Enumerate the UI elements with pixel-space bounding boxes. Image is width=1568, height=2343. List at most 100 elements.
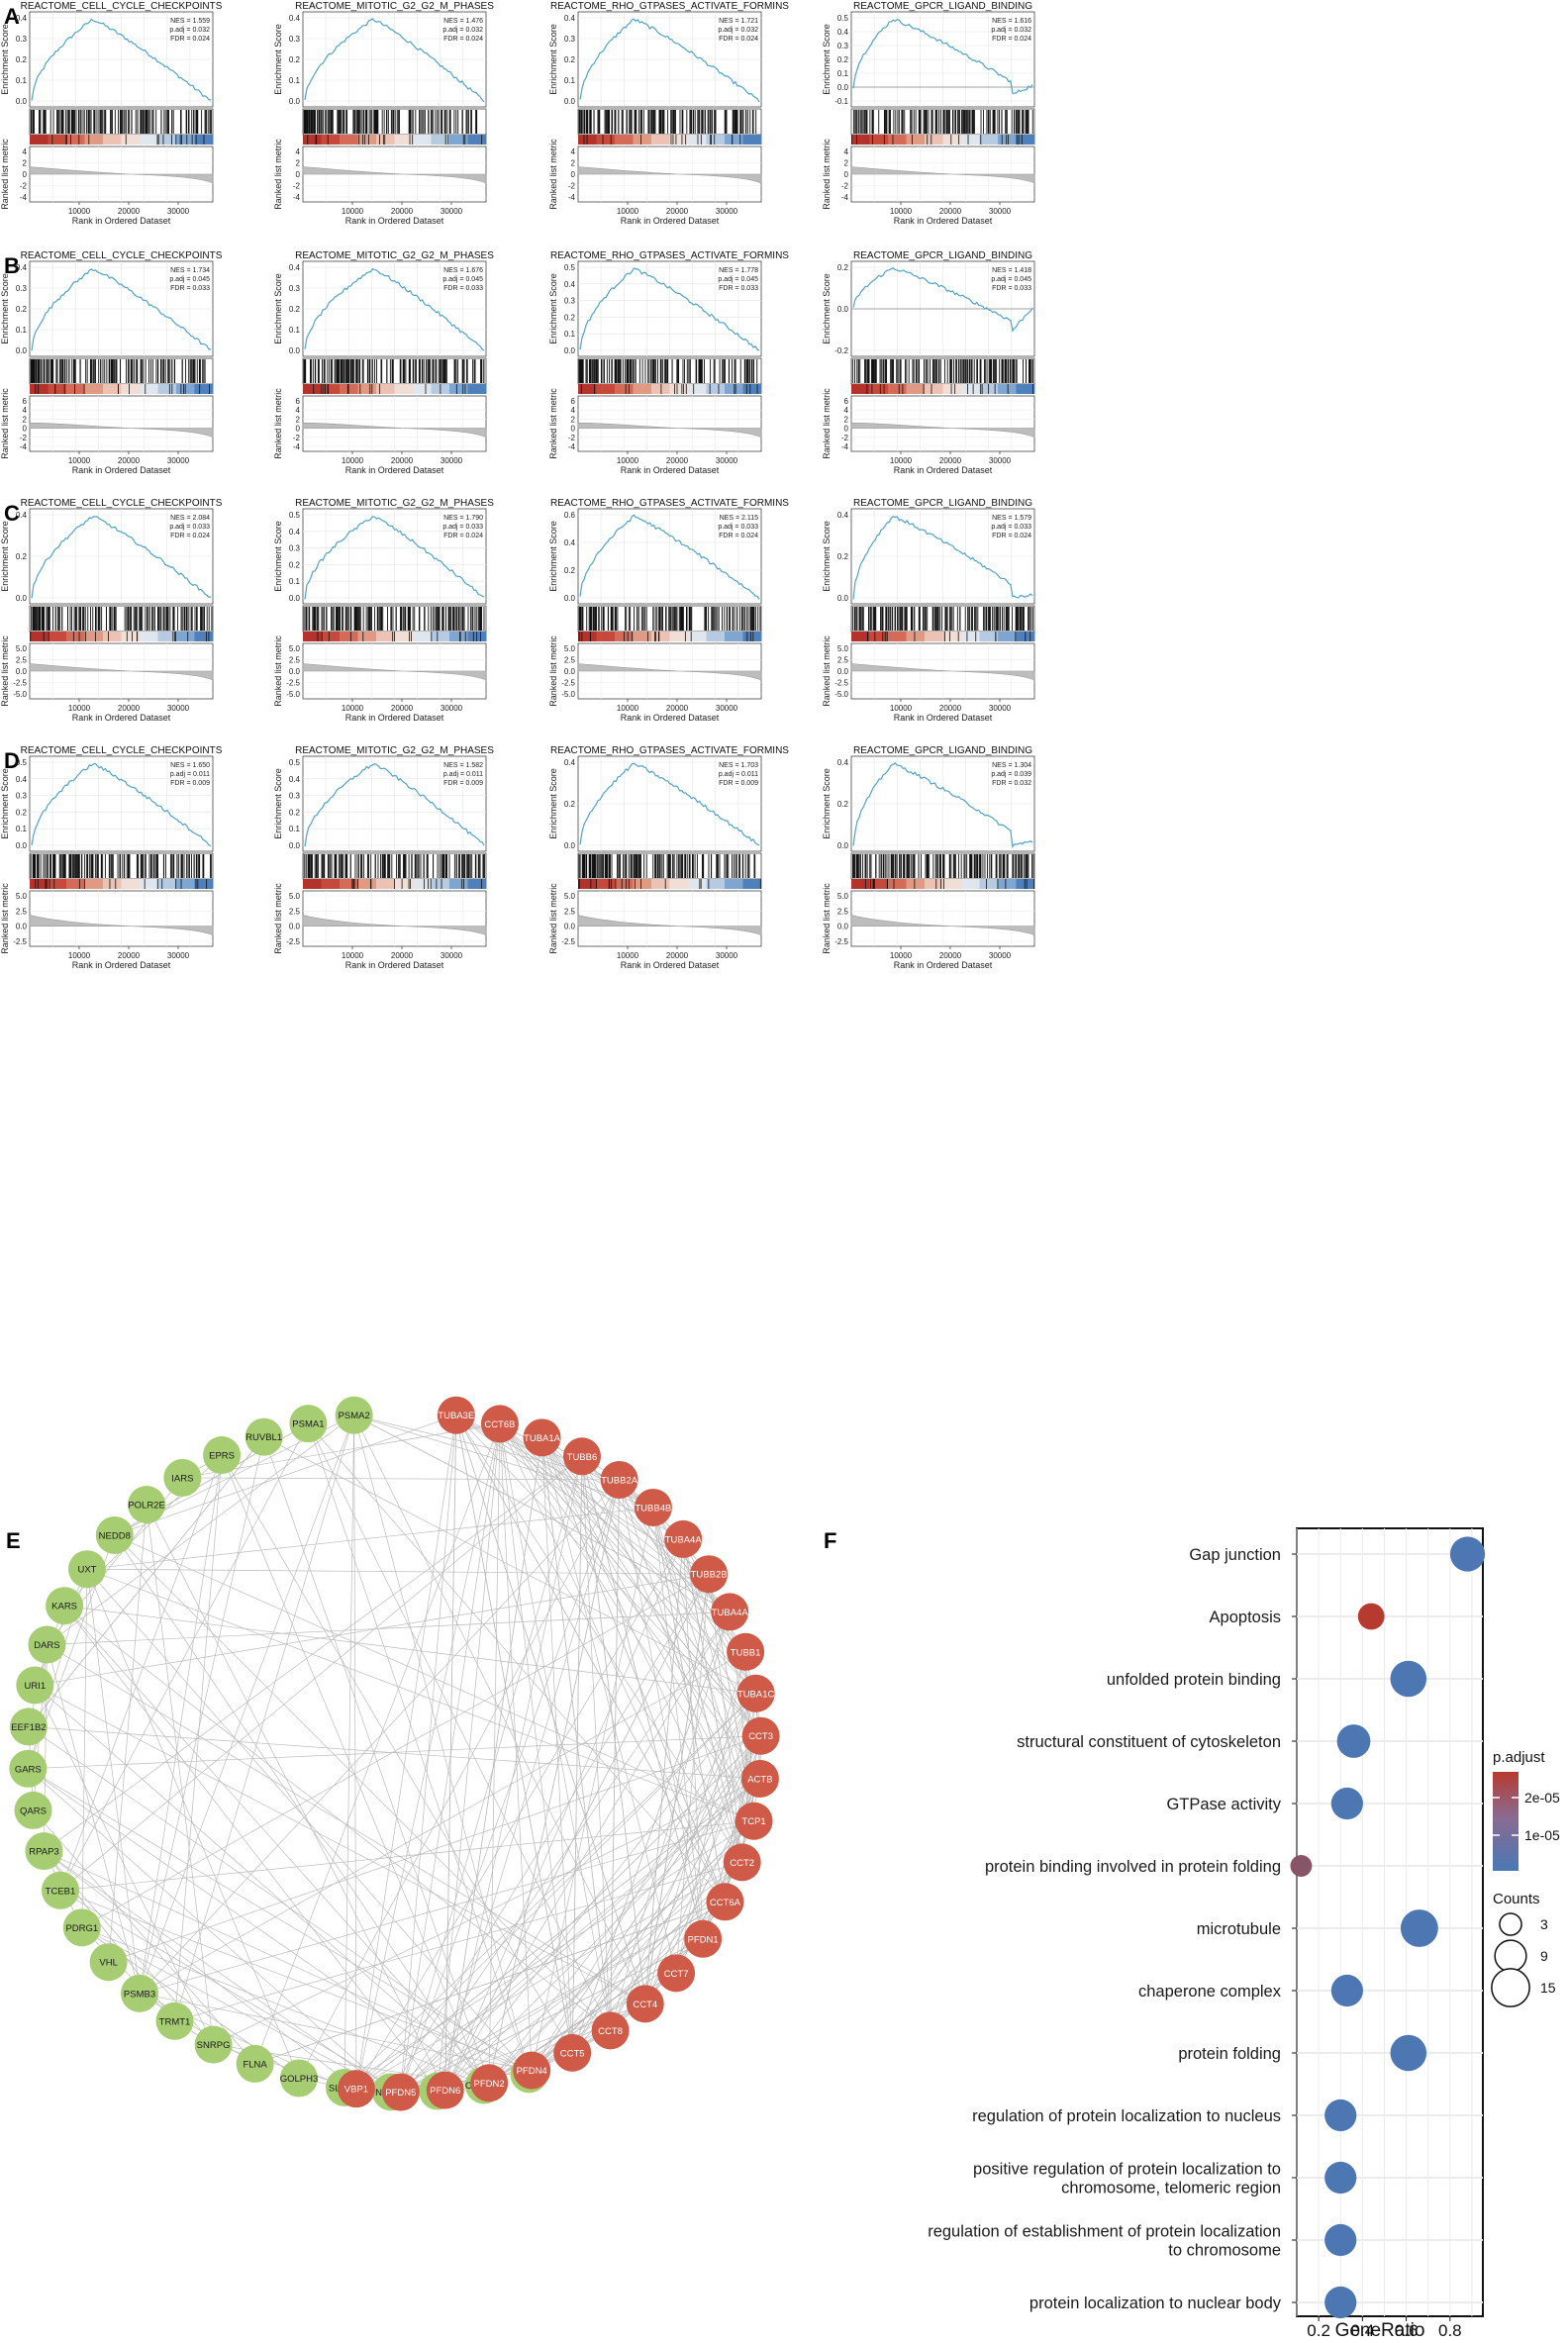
es-axis-label: Enrichment Score: [822, 273, 832, 344]
heat-strip-cell: [303, 135, 322, 145]
network-edge: [531, 2003, 645, 2071]
x-tick-label: 20000: [666, 207, 689, 216]
network-edge: [675, 1651, 746, 1974]
heat-strip-cell: [979, 632, 999, 641]
network-edge: [437, 1423, 501, 2092]
es-tick-label: 0.2: [564, 313, 576, 322]
metric-tick-label: 4: [296, 406, 301, 415]
metric-tick-label: 0.0: [837, 667, 849, 676]
legend-color-tick-label: 2e-05: [1524, 1790, 1560, 1806]
node-circle: [591, 2011, 630, 2050]
metric-area: [29, 663, 214, 681]
metric-axis-label: Ranked list metric: [273, 883, 283, 954]
node-circle: [289, 1405, 328, 1443]
network-node-green: RPAP3: [25, 1832, 63, 1871]
heat-strip-cell: [742, 632, 762, 641]
network-edge: [63, 1606, 439, 2092]
es-tick-label: 0.2: [564, 566, 576, 575]
metric-tick-label: -2: [293, 182, 301, 191]
metric-tick-label: 2: [23, 415, 28, 424]
x-axis-label: Rank in Ordered Dataset: [894, 465, 993, 475]
network-edge: [444, 1456, 583, 2091]
es-tick-label: 0.0: [837, 841, 849, 850]
network-edge: [139, 1454, 223, 1994]
heat-strip-cell: [449, 879, 468, 889]
node-circle: [706, 1883, 744, 1921]
network-edge: [499, 1423, 746, 1653]
network-node-red: VBP1: [337, 2070, 375, 2108]
x-tick-label: 10000: [890, 704, 913, 713]
heat-strip-cell: [157, 384, 177, 394]
network-edge: [139, 1820, 754, 1995]
es-stat-text: p.adj = 0.045: [442, 276, 483, 283]
node-circle: [245, 1417, 283, 1456]
node-label: ACTB: [747, 1774, 772, 1785]
metric-tick-label: 0: [296, 425, 301, 434]
gsea-plot-d-1: REACTOME_CELL_CYCLE_CHECKPOINTS 0.5 0.4 0.3…: [0, 745, 223, 970]
metric-area: [577, 166, 762, 184]
gsea-title: REACTOME_RHO_GTPASES_ACTIVATE_FORMINS: [550, 498, 789, 509]
metric-tick-label: -5.0: [561, 690, 575, 699]
es-axis-label: Enrichment Score: [822, 24, 832, 95]
network-edge: [254, 1901, 726, 2065]
network-edge: [488, 1735, 761, 2084]
heat-strip-cell: [669, 384, 689, 394]
network-node-red: TUBA3E: [437, 1396, 475, 1434]
heat-strip-cell: [140, 632, 158, 641]
es-stat-text: FDR = 0.024: [170, 36, 210, 43]
node-circle: [740, 1759, 779, 1798]
es-tick-label: 0.0: [16, 594, 28, 603]
network-node-red: CCT2: [723, 1843, 761, 1882]
es-tick-label: 0.4: [289, 775, 301, 784]
es-tick-label: 0.0: [16, 841, 28, 850]
node-circle: [723, 1843, 761, 1882]
heat-strip-cell: [578, 879, 597, 889]
network-edge: [81, 1569, 88, 1928]
network-edge: [114, 1415, 456, 1536]
es-axis-label: Enrichment Score: [548, 24, 558, 95]
heat-strip-cell: [340, 135, 358, 145]
heat-strip-cell: [84, 879, 104, 889]
network-edge: [531, 1693, 756, 2071]
metric-tick-label: 0.0: [16, 667, 28, 676]
heat-strip-cell: [742, 384, 762, 394]
network-edge: [702, 1820, 754, 1939]
dotplot-category-label: regulation of protein localization to nu…: [972, 2107, 1281, 2125]
metric-tick-label: -5.0: [13, 690, 27, 699]
network-node-green: NEDD8: [95, 1515, 134, 1554]
es-tick-label: 0.1: [289, 76, 301, 85]
heat-strip-cell: [961, 879, 980, 889]
network-edge: [298, 1479, 620, 2079]
metric-tick-label: -2.5: [561, 937, 575, 946]
network-edge: [499, 1423, 611, 2031]
es-stat-text: NES = 1.476: [443, 18, 483, 25]
metric-tick-label: 4: [844, 406, 849, 415]
metric-tick-label: 4: [571, 147, 576, 156]
network-edge: [581, 1456, 646, 2004]
heat-strip-cell: [596, 135, 616, 145]
metric-area: [29, 422, 214, 439]
node-label: PFDN5: [385, 2088, 416, 2099]
metric-tick-label: 2: [571, 415, 576, 424]
heat-strip-cell: [303, 384, 322, 394]
network-node-green: PSMA2: [335, 1396, 373, 1434]
metric-tick-label: 2.5: [289, 907, 301, 916]
heat-strip-cell: [906, 135, 926, 145]
node-label: TUBA3E: [438, 1411, 474, 1421]
node-label: TUBB1: [731, 1647, 761, 1658]
dotplot-category-label: regulation of establishment of protein l…: [928, 2223, 1281, 2241]
metric-tick-label: 2.5: [289, 656, 301, 665]
heat-strip-cell: [1016, 384, 1035, 394]
network-node-red: CCT3: [741, 1716, 780, 1755]
metric-tick-label: 5.0: [289, 644, 301, 653]
metric-tick-label: 6: [844, 397, 849, 406]
heat-strip-cell: [961, 384, 980, 394]
gsea-plot-c-2: REACTOME_MITOTIC_G2_G2_M_PHASES 0.5 0.4 0.3…: [273, 498, 494, 723]
network-edge: [59, 1820, 754, 1892]
gsea-plot-c-4: REACTOME_GPCR_LIGAND_BINDING 0.4 0.2 0.0 Enr…: [822, 498, 1035, 723]
es-tick-label: 0.3: [564, 297, 576, 306]
heat-strip-cell: [688, 135, 707, 145]
es-tick-label: 0.4: [16, 775, 28, 784]
metric-tick-label: 0.0: [289, 923, 301, 931]
network-node-green: GARS: [9, 1749, 48, 1788]
